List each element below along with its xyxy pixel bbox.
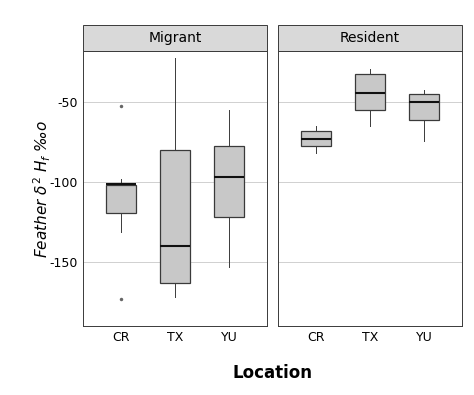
- Bar: [214, 145, 244, 217]
- Bar: [355, 74, 385, 111]
- Bar: [106, 185, 136, 213]
- FancyBboxPatch shape: [278, 25, 462, 51]
- Text: Resident: Resident: [340, 31, 400, 45]
- Bar: [301, 131, 331, 145]
- FancyBboxPatch shape: [83, 25, 267, 51]
- Text: Location: Location: [233, 364, 312, 382]
- Text: Migrant: Migrant: [148, 31, 201, 45]
- Text: Feather $\mathit{\delta^2}$ $\mathit{H_f}$ ‰$\mathit{o}$: Feather $\mathit{\delta^2}$ $\mathit{H_f…: [32, 120, 53, 258]
- Bar: [160, 150, 190, 283]
- Bar: [410, 94, 439, 120]
